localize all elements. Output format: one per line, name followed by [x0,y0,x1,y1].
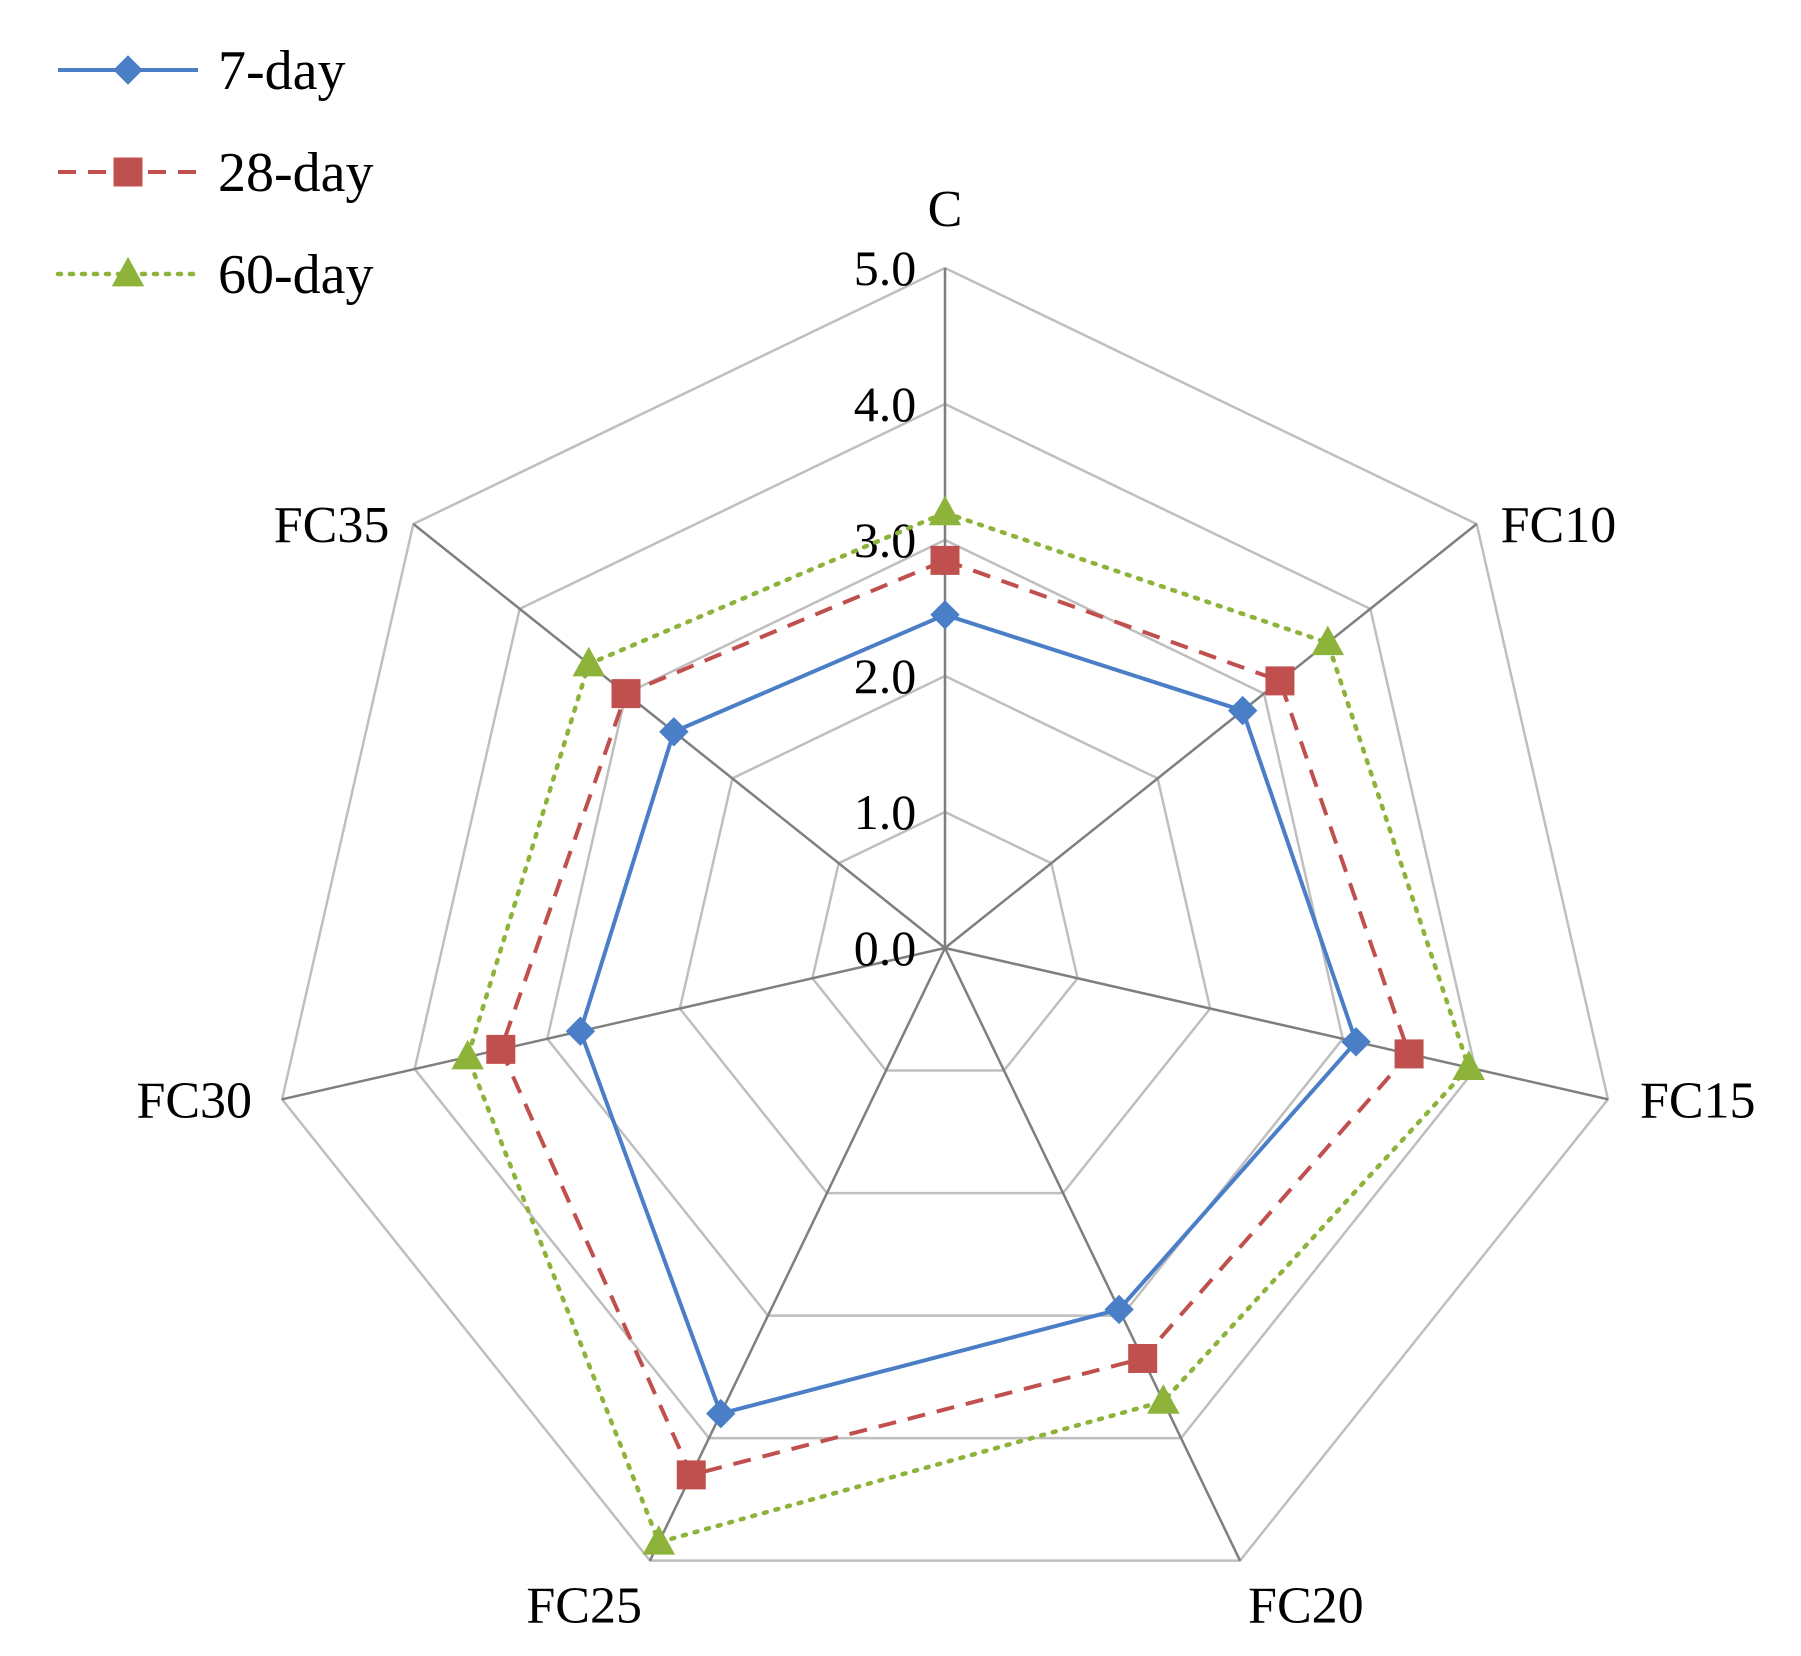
data-point-60-day-fc15 [1452,1050,1485,1080]
data-point-28-day-fc10 [1265,666,1295,696]
category-label-fc10: FC10 [1501,497,1617,554]
series-line-7-day [578,612,1359,1416]
grid-ring-4 [413,402,1477,1440]
series-line-60-day [465,510,1471,1545]
data-point-7-day-fc35 [659,717,689,747]
data-point-60-day-c [928,495,962,526]
series-28-day [486,545,1424,1490]
legend-item-60-day: 60-day [55,244,374,306]
series-60-day [451,495,1485,1555]
legend: 7-day 28-day 60-day [55,40,374,306]
category-label-c: C [928,181,963,238]
legend-label-28-day: 28-day [218,142,374,204]
data-point-60-day-fc35 [572,646,606,677]
legend-item-7-day: 7-day [58,40,346,102]
data-point-28-day-fc20 [1128,1343,1158,1373]
series-7-day [565,600,1371,1429]
legend-label-60-day: 60-day [218,244,374,306]
spoke-4 [648,947,947,1562]
category-label-fc20: FC20 [1248,1578,1364,1635]
axis-layer [281,268,1609,1562]
spoke-3 [943,947,1242,1562]
category-label-fc35: FC35 [274,497,390,554]
data-point-7-day-fc30 [565,1016,596,1046]
legend-marker-7-day [113,55,143,85]
spoke-2 [944,946,1609,1101]
data-point-7-day-fc10 [1228,695,1258,726]
legend-marker-28-day [113,157,143,187]
data-point-28-day-fc30 [486,1034,516,1064]
tick-label: 5.0 [854,240,917,296]
tick-label: 3.0 [854,512,917,568]
data-point-7-day-fc25 [706,1398,736,1429]
legend-item-28-day: 28-day [58,142,374,204]
grid-ring-3 [545,538,1345,1317]
data-point-28-day-c [930,545,960,575]
grid-ring-1 [811,810,1079,1072]
series-line-28-day [498,558,1412,1477]
data-point-60-day-fc10 [1311,625,1345,656]
legend-label-7-day: 7-day [218,40,346,102]
grid-ring-2 [678,674,1212,1195]
data-point-28-day-fc15 [1394,1039,1424,1069]
grid-ring-5 [280,266,1610,1562]
tick-label-layer: 0.0 1.0 2.0 3.0 4.0 5.0 [854,240,917,976]
grid-layer [280,266,1610,1562]
data-point-7-day-c [930,600,960,630]
category-label-fc15: FC15 [1640,1072,1756,1129]
tick-label: 1.0 [854,784,917,840]
spoke-1 [944,523,1478,949]
category-label-fc30: FC30 [136,1072,252,1129]
tick-label: 0.0 [854,920,917,976]
data-point-60-day-fc30 [451,1039,484,1070]
data-point-7-day-fc20 [1104,1294,1134,1325]
data-point-60-day-fc25 [642,1525,676,1555]
category-label-fc25: FC25 [526,1578,642,1635]
tick-label: 4.0 [854,376,917,432]
category-label-layer: C FC10 FC15 FC20 FC25 FC30 FC35 [136,181,1755,1635]
data-point-28-day-fc35 [611,679,641,709]
data-point-28-day-fc25 [676,1460,706,1490]
data-point-60-day-fc20 [1147,1384,1180,1414]
spoke-5 [281,946,946,1101]
tick-label: 2.0 [854,648,917,704]
data-point-7-day-fc15 [1341,1027,1371,1057]
series-layer [451,495,1485,1555]
legend-marker-60-day [111,256,145,287]
